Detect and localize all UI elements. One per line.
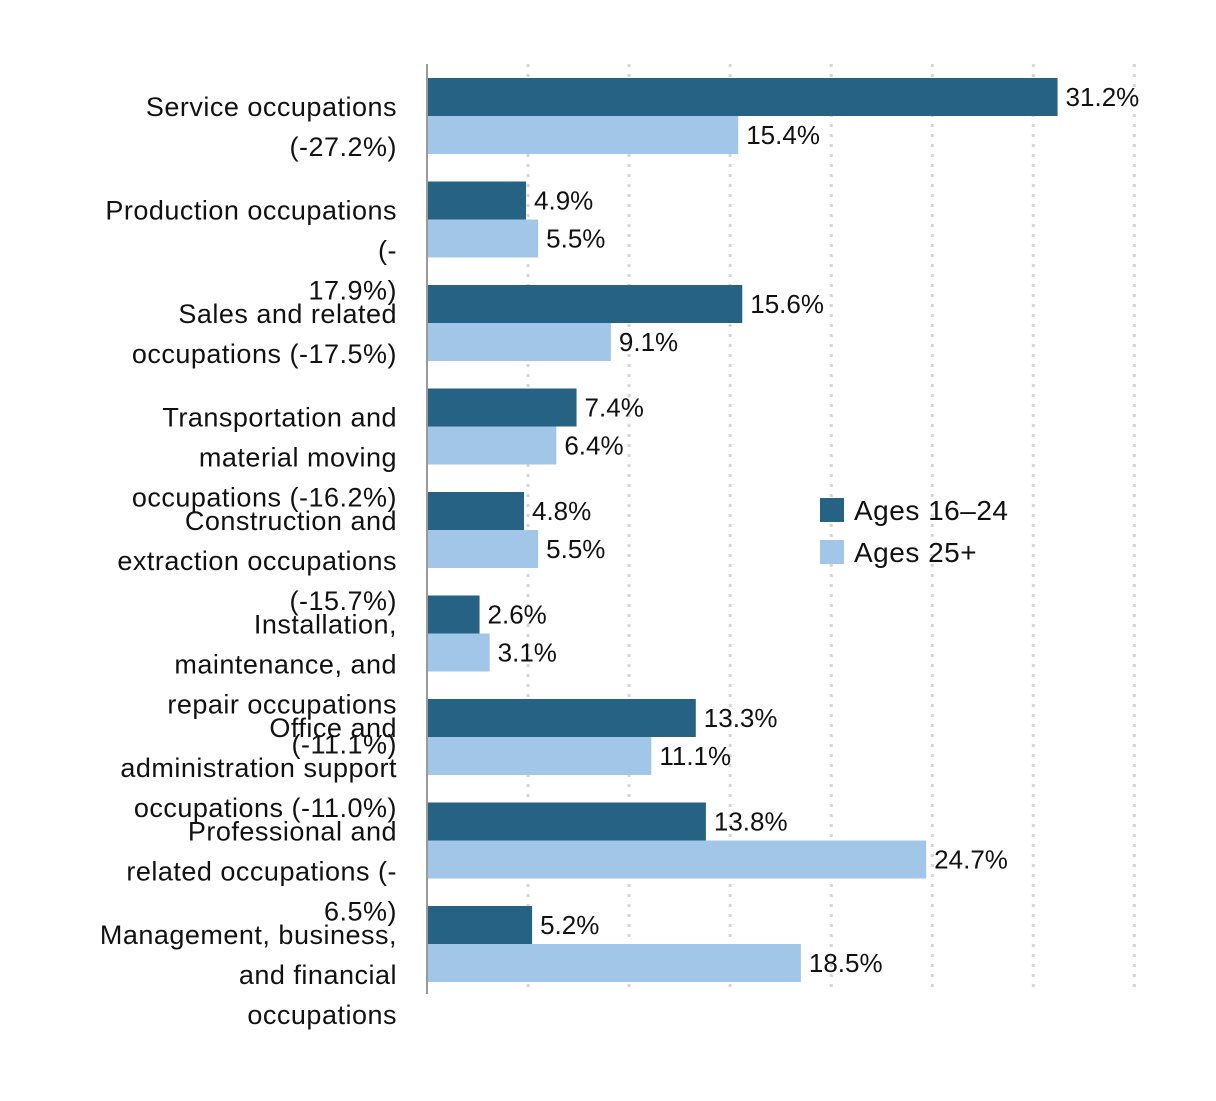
- data-label: 4.9%: [534, 186, 593, 216]
- category-labels: Service occupations (-27.2%) Production oc…: [100, 92, 397, 1030]
- bar-ages-16-24: [427, 492, 525, 530]
- bar-ages-25-plus: [427, 737, 652, 775]
- category-label: material moving: [199, 443, 397, 473]
- category-label: Service occupations: [146, 92, 397, 122]
- legend-label-ages-25-plus: Ages 25+: [854, 537, 977, 568]
- category-label: occupations (-16.2%): [132, 483, 397, 513]
- category-label: related occupations (-: [126, 857, 397, 887]
- data-label: 5.5%: [546, 534, 605, 564]
- bar-ages-16-24: [427, 181, 527, 220]
- category-label: Sales and related: [178, 299, 397, 329]
- data-label: 5.2%: [540, 910, 599, 940]
- bar-ages-16-24: [427, 285, 743, 323]
- category-label: Management, business,: [100, 920, 397, 950]
- category-label: occupations: [247, 1000, 397, 1030]
- category-label: (-11.1%): [291, 730, 397, 760]
- bar-ages-25-plus: [427, 426, 557, 465]
- data-label: 15.6%: [750, 289, 824, 319]
- category-label: Installation,: [254, 610, 397, 640]
- category-label: Professional and: [188, 817, 397, 847]
- category-label: (-: [378, 236, 397, 266]
- data-label: 18.5%: [809, 948, 883, 978]
- data-label: 7.4%: [585, 393, 644, 423]
- legend-label-ages-16-24: Ages 16–24: [854, 495, 1008, 526]
- category-label: extraction occupations: [117, 546, 397, 576]
- category-label: Construction and: [185, 506, 397, 536]
- data-label: 13.8%: [714, 807, 788, 837]
- category-label: and financial: [239, 960, 397, 990]
- data-label: 4.8%: [532, 496, 591, 526]
- bar-ages-16-24: [427, 802, 706, 841]
- legend-swatch-ages-16-24: [820, 498, 844, 522]
- bar-ages-16-24: [427, 388, 577, 427]
- bar-ages-16-24: [427, 906, 533, 944]
- legend: Ages 16–24 Ages 25+: [820, 495, 1008, 568]
- data-label: 24.7%: [934, 845, 1008, 875]
- category-label: repair occupations: [167, 690, 397, 720]
- bar-ages-16-24: [427, 595, 480, 634]
- value-labels: 31.2% 15.4% 4.9% 5.5% 15.6% 9.1% 7.4% 6.4% 4.8% 5…: [488, 82, 1140, 978]
- category-label: maintenance, and: [174, 650, 397, 680]
- bar-ages-25-plus: [427, 633, 490, 672]
- category-label: occupations (-11.0%): [134, 793, 397, 823]
- bar-ages-25-plus: [427, 323, 611, 361]
- category-label: Transportation and: [162, 403, 397, 433]
- data-label: 6.4%: [564, 431, 623, 461]
- bar-ages-16-24: [427, 78, 1058, 116]
- bars: [427, 78, 1058, 982]
- category-label: Office and: [269, 713, 397, 743]
- category-label: occupations (-17.5%): [132, 339, 397, 369]
- data-label: 15.4%: [746, 120, 820, 150]
- legend-swatch-ages-25-plus: [820, 540, 844, 564]
- data-label: 5.5%: [546, 224, 605, 254]
- bar-ages-25-plus: [427, 944, 801, 982]
- data-label: 9.1%: [619, 327, 678, 357]
- data-label: 2.6%: [488, 600, 547, 630]
- bar-ages-25-plus: [427, 116, 739, 154]
- bar-ages-25-plus: [427, 840, 927, 879]
- bar-ages-16-24: [427, 699, 696, 737]
- bar-ages-25-plus: [427, 530, 539, 568]
- category-label: Production occupations: [105, 196, 397, 226]
- data-label: 3.1%: [498, 638, 557, 668]
- bar-ages-25-plus: [427, 219, 539, 258]
- category-label: (-27.2%): [289, 132, 397, 162]
- data-label: 13.3%: [704, 703, 778, 733]
- category-label: (-15.7%): [289, 586, 397, 616]
- data-label: 31.2%: [1066, 82, 1140, 112]
- category-label: 17.9%): [308, 276, 397, 306]
- category-label: administration support: [120, 753, 397, 783]
- category-label: 6.5%): [324, 897, 397, 927]
- data-label: 11.1%: [659, 741, 731, 771]
